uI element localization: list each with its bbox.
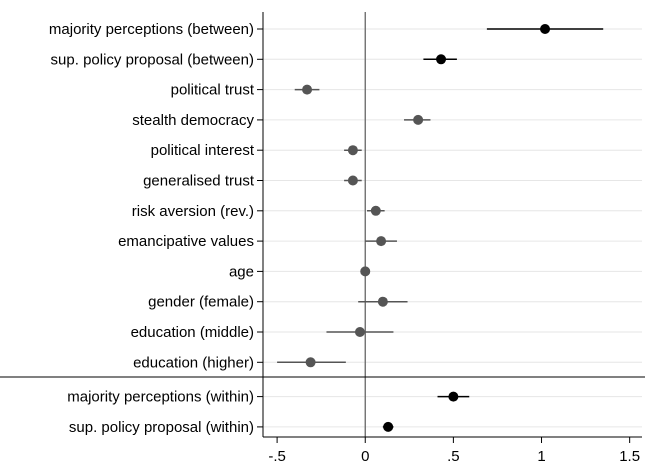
row-label: majority perceptions (between): [49, 21, 254, 38]
estimates: [277, 24, 604, 432]
row-label: education (middle): [131, 324, 254, 341]
point-estimate: [347, 145, 358, 156]
row-label: stealth democracy: [132, 112, 254, 129]
point-estimate: [347, 175, 358, 186]
point-estimate: [436, 54, 447, 65]
row-label: age: [229, 263, 254, 280]
x-tick-label: -.5: [268, 448, 286, 463]
point-estimate: [302, 84, 313, 95]
point-estimate: [370, 205, 381, 216]
x-tick-label: .5: [447, 448, 460, 463]
row-label: risk aversion (rev.): [132, 203, 254, 220]
point-estimate: [448, 391, 459, 402]
point-estimate: [354, 327, 365, 337]
row-label: generalised trust: [143, 173, 255, 190]
point-estimate: [305, 357, 316, 368]
x-tick-label: 1.5: [619, 448, 640, 463]
row-labels: majority perceptions (between) sup. polic…: [49, 21, 255, 436]
row-label: emancipative values: [118, 233, 254, 250]
point-estimate: [376, 236, 387, 247]
row-label: gender (female): [148, 294, 254, 311]
point-estimate: [540, 24, 551, 34]
row-label: sup. policy proposal (within): [69, 419, 254, 436]
point-estimate: [383, 421, 394, 432]
x-tick-label: 0: [361, 448, 369, 463]
point-estimate: [413, 114, 424, 125]
row-label: political trust: [171, 82, 255, 99]
point-estimate: [360, 266, 371, 277]
row-label: political interest: [151, 142, 255, 159]
row-label: majority perceptions (within): [67, 389, 254, 406]
point-estimate: [377, 296, 388, 307]
row-label: sup. policy proposal (between): [51, 51, 254, 68]
row-label: education (higher): [133, 354, 254, 371]
x-tick-label: 1: [537, 448, 545, 463]
gridlines: [263, 28, 642, 428]
axes: -.5 0 .5 1 1.5: [0, 12, 645, 463]
